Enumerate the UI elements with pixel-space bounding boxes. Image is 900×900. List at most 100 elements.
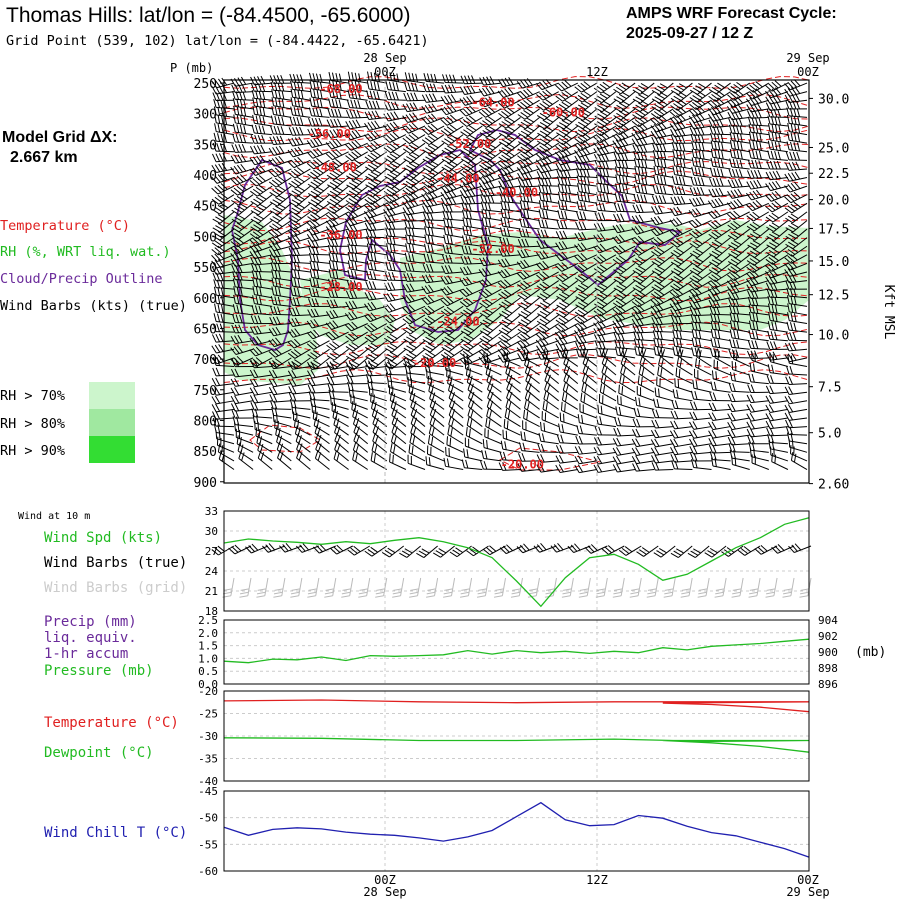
- barb-flag: [574, 86, 582, 93]
- barb-flag: [522, 185, 526, 195]
- barb-flag: [506, 194, 511, 203]
- barb-flag: [403, 167, 412, 173]
- barb-flag: [600, 153, 606, 162]
- barb-flag: [442, 74, 446, 83]
- barb-flag: [249, 146, 255, 155]
- barb-flag: [430, 160, 439, 166]
- barb-flag: [445, 74, 450, 83]
- barb-flag: [745, 192, 752, 201]
- barb-flag: [691, 148, 695, 158]
- barb-flag: [405, 187, 413, 194]
- barb-flag: [790, 115, 794, 124]
- barb-flag: [555, 145, 563, 153]
- barb-flag: [239, 91, 243, 100]
- barb-flag: [520, 121, 529, 127]
- barb-flag: [500, 100, 508, 107]
- barb-flag: [527, 171, 533, 180]
- barb-flag: [577, 155, 584, 164]
- barb-flag: [348, 163, 357, 170]
- barb-flag: [281, 116, 285, 126]
- barb-flag: [220, 313, 224, 323]
- barb-flag: [368, 100, 373, 110]
- barb-flag: [637, 117, 646, 124]
- barb-flag: [787, 194, 795, 202]
- barb-flag: [258, 175, 266, 182]
- barb-flag: [449, 124, 458, 131]
- barb-flag: [678, 142, 682, 151]
- barb-flag: [459, 172, 468, 179]
- barb-flag: [676, 121, 683, 130]
- barb-flag: [529, 185, 533, 195]
- cross-section-barb: [615, 174, 636, 187]
- cross-section-barb: [555, 133, 579, 146]
- barb-flag: [756, 179, 762, 188]
- barb-flag: [236, 115, 240, 124]
- cross-section-barb: [574, 153, 597, 164]
- barb-flag: [561, 91, 569, 98]
- barb-flag: [373, 150, 381, 157]
- barb-flag: [243, 116, 247, 125]
- barb-flag: [561, 127, 570, 134]
- barb-flag: [259, 164, 266, 173]
- barb-flag: [733, 149, 736, 159]
- barb-flag: [411, 176, 420, 183]
- barb-flag: [468, 151, 477, 157]
- barb-flag: [297, 89, 301, 99]
- barb-flag: [674, 135, 679, 144]
- barb-flag: [291, 180, 299, 187]
- barb-flag: [651, 89, 660, 96]
- barb-flag: [421, 139, 430, 146]
- barb-flag: [427, 135, 436, 142]
- barb-flag: [501, 130, 510, 136]
- barb-flag: [348, 142, 355, 150]
- cross-section-barb: [536, 141, 559, 154]
- barb-flag: [261, 125, 266, 135]
- barb-flag: [316, 177, 324, 183]
- barb-flag: [523, 136, 532, 142]
- barb-flag: [355, 119, 361, 128]
- cross-section-barb: [269, 135, 292, 146]
- barb-flag: [386, 188, 395, 195]
- cross-section-barb: [558, 191, 578, 204]
- cross-section-barb: [631, 115, 655, 128]
- barb-flag: [409, 102, 415, 111]
- barb-flag: [526, 142, 534, 148]
- barb-flag: [364, 205, 372, 212]
- barb-flag: [711, 106, 718, 115]
- cross-section-barb: [231, 193, 254, 206]
- barb-flag: [620, 152, 625, 161]
- barb-flag: [618, 193, 622, 202]
- barb-flag: [621, 159, 625, 169]
- barb-flag: [394, 101, 399, 110]
- barb-flag: [503, 193, 507, 203]
- barb-flag: [277, 185, 286, 192]
- barb-flag: [278, 145, 285, 154]
- barb-flag: [614, 159, 618, 168]
- cross-section-barb: [729, 132, 750, 144]
- barb-flag: [251, 124, 255, 134]
- barb-flag: [564, 176, 568, 186]
- cross-section-barb: [459, 174, 483, 186]
- barb-flag: [236, 185, 244, 193]
- barb-flag: [662, 195, 667, 204]
- barb-flag: [778, 124, 781, 134]
- barb-flag: [695, 149, 698, 159]
- barb-flag: [424, 186, 432, 193]
- barb-flag: [262, 99, 266, 108]
- barb-flag: [364, 198, 372, 205]
- barb-flag: [617, 159, 622, 168]
- barb-flag: [634, 166, 637, 175]
- barb-flag: [280, 82, 285, 92]
- barb-flag: [738, 178, 743, 187]
- barb-flag: [424, 198, 431, 207]
- cross-section-barb: [747, 159, 769, 170]
- barb-flag: [709, 167, 714, 177]
- barb-flag: [564, 184, 568, 194]
- barb-flag: [673, 87, 682, 93]
- barb-flag: [560, 176, 564, 186]
- barb-flag: [698, 90, 706, 97]
- barb-flag: [523, 100, 531, 107]
- barb-flag: [659, 83, 668, 89]
- barb-flag: [292, 116, 297, 126]
- barb-flag: [354, 129, 361, 138]
